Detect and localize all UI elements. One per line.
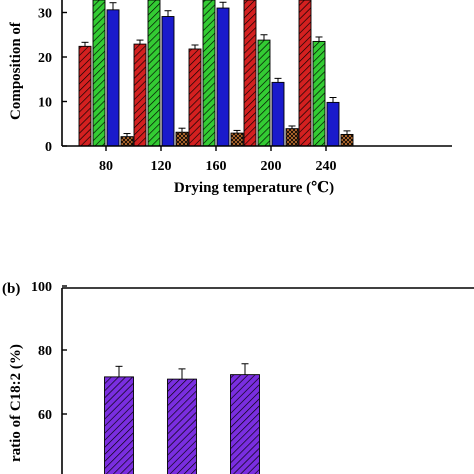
bar-hatch-160-s0	[189, 48, 201, 146]
bar-hatch-240-s0	[299, 0, 311, 146]
bar-hatch-200-s0	[244, 0, 256, 146]
bar-hatch-160-s3	[231, 133, 243, 146]
x-tick-label-240: 240	[316, 159, 337, 174]
bar-hatch-80-s3	[121, 136, 133, 146]
y-tick-label-1-60: 60	[38, 408, 52, 423]
bar-hatch-240-s3	[341, 134, 353, 146]
bar-hatch-80-s0	[79, 46, 91, 146]
bars-group-a	[78, 0, 354, 147]
chart-panel-a: Composition of 0 10 20 30 80 120 160 200 240 Dr…	[8, 0, 452, 196]
bar-240-s2	[326, 101, 340, 147]
y-tick-label-0-0: 0	[45, 140, 52, 155]
bar-hatch-b0-s0	[104, 376, 134, 474]
bar-hatch-160-s1	[203, 0, 215, 146]
bar-hatch-b2-s0	[230, 374, 260, 474]
bar-hatch-120-s1	[148, 0, 160, 146]
x-tick-label-80: 80	[99, 159, 113, 174]
bar-200-s2	[271, 81, 285, 147]
x-tick-label-120: 120	[151, 159, 172, 174]
bar-hatch-200-s1	[258, 40, 270, 147]
bar-120-s2	[161, 16, 175, 147]
x-ticks-a: 80 120 160 200 240	[99, 146, 337, 174]
y-ticks-a: 0 10 20 30	[38, 7, 67, 155]
bar-80-s2	[106, 9, 120, 147]
y-tick-label-1-80: 80	[38, 344, 52, 359]
x-tick-label-160: 160	[206, 159, 227, 174]
y-axis-label-a: Composition of	[8, 21, 24, 120]
bar-hatch-b1-s0	[167, 379, 197, 474]
y-tick-label-0-20: 20	[38, 51, 52, 66]
y-tick-label-1-100: 100	[31, 280, 52, 295]
y-ticks-b: 60 80 100	[31, 280, 67, 423]
bar-hatch-240-s1	[313, 41, 325, 146]
panel-label-b: (b)	[2, 281, 20, 297]
x-tick-label-200: 200	[261, 159, 282, 174]
bar-hatch-80-s1	[93, 0, 105, 146]
bar-hatch-120-s0	[134, 44, 146, 146]
bar-hatch-120-s3	[176, 132, 188, 146]
x-axis-label-a: Drying temperature (℃)	[174, 180, 334, 196]
chart-panel-b: (b) ratio of C18:2 (%) 60 80 100	[2, 280, 474, 474]
y-axis-label-b: ratio of C18:2 (%)	[8, 344, 24, 462]
bar-hatch-200-s3	[286, 128, 298, 146]
bar-160-s2	[216, 7, 230, 147]
y-tick-label-0-10: 10	[38, 96, 52, 111]
y-tick-label-0-30: 30	[38, 7, 52, 22]
bars-group-b	[104, 363, 260, 474]
